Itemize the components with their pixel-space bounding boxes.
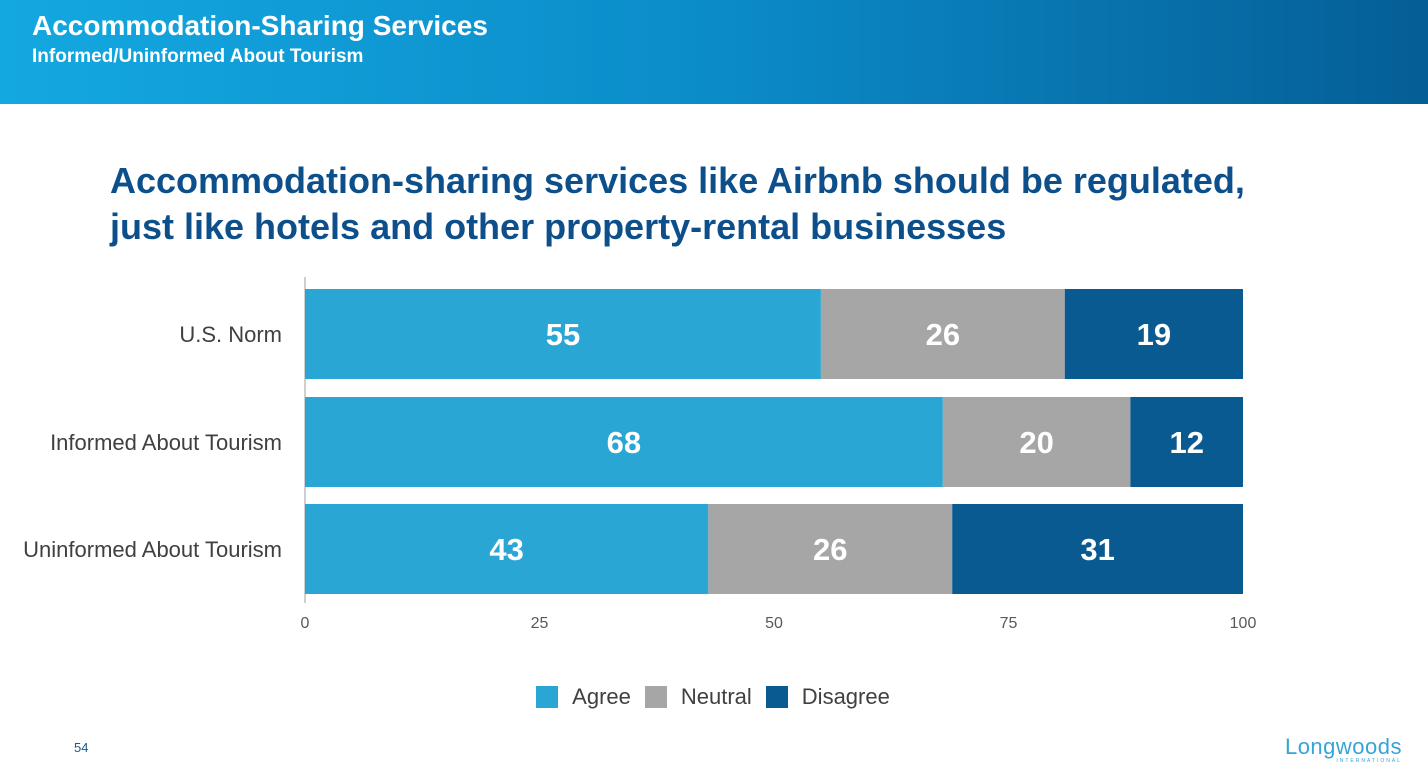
bar-agree-1 <box>305 397 943 487</box>
header-banner: Accommodation-Sharing Services Informed/… <box>0 0 1428 104</box>
bar-agree-0 <box>305 289 821 379</box>
legend-label-neutral: Neutral <box>680 684 752 709</box>
data-label-agree-2: 43 <box>489 532 523 567</box>
bar-agree-2 <box>305 504 709 594</box>
chart-legend: Agree Neutral Disagree <box>0 684 1428 710</box>
longwoods-logo: Longwoods INTERNATIONAL <box>1284 734 1402 765</box>
x-tick-label-0: 0 <box>301 615 310 632</box>
headline-line-1: Accommodation-sharing services like Airb… <box>110 160 1245 201</box>
data-label-disagree-1: 12 <box>1169 425 1203 460</box>
logo-wordmark: Longwoods <box>1284 734 1402 759</box>
x-tick-label-2: 50 <box>765 615 783 632</box>
legend-swatch-neutral <box>644 686 667 708</box>
legend-label-disagree: Disagree <box>801 684 890 709</box>
bar-neutral-1 <box>942 397 1131 487</box>
category-label-2: Uninformed About Tourism <box>23 537 282 562</box>
data-label-disagree-2: 31 <box>1080 532 1114 567</box>
bar-neutral-2 <box>708 504 953 594</box>
legend-item-disagree: Disagree <box>765 684 890 710</box>
data-label-agree-1: 68 <box>607 425 641 460</box>
bar-disagree-2 <box>952 504 1243 594</box>
category-label-1: Informed About Tourism <box>50 430 282 455</box>
x-tick-label-4: 100 <box>1230 615 1257 632</box>
bar-disagree-1 <box>1130 397 1243 487</box>
data-label-disagree-0: 19 <box>1137 317 1171 352</box>
x-tick-label-1: 25 <box>531 615 549 632</box>
data-label-neutral-0: 26 <box>926 317 960 352</box>
chart-headline: Accommodation-sharing services like Airb… <box>110 158 1400 250</box>
category-label-0: U.S. Norm <box>179 322 282 347</box>
bar-disagree-0 <box>1064 289 1243 379</box>
stacked-bar-chart: 55 26 19 U.S. Norm 68 20 12 Informed About Tour… <box>23 277 1257 632</box>
legend-item-neutral: Neutral <box>644 684 752 710</box>
page-number: 54 <box>74 740 89 755</box>
data-label-neutral-2: 26 <box>813 532 847 567</box>
legend-swatch-agree <box>536 686 559 708</box>
data-label-agree-0: 55 <box>546 317 580 352</box>
headline-line-2: just like hotels and other property-rent… <box>110 206 1007 247</box>
legend-swatch-disagree <box>765 686 788 708</box>
header-title: Accommodation-Sharing Services <box>32 10 488 41</box>
data-label-neutral-1: 20 <box>1019 425 1053 460</box>
legend-item-agree: Agree <box>536 684 631 710</box>
logo-tagline: INTERNATIONAL <box>1336 758 1402 764</box>
header-subtitle: Informed/Uninformed About Tourism <box>32 46 364 67</box>
x-tick-label-3: 75 <box>1000 615 1018 632</box>
bar-neutral-0 <box>820 289 1065 379</box>
legend-label-agree: Agree <box>572 684 631 709</box>
